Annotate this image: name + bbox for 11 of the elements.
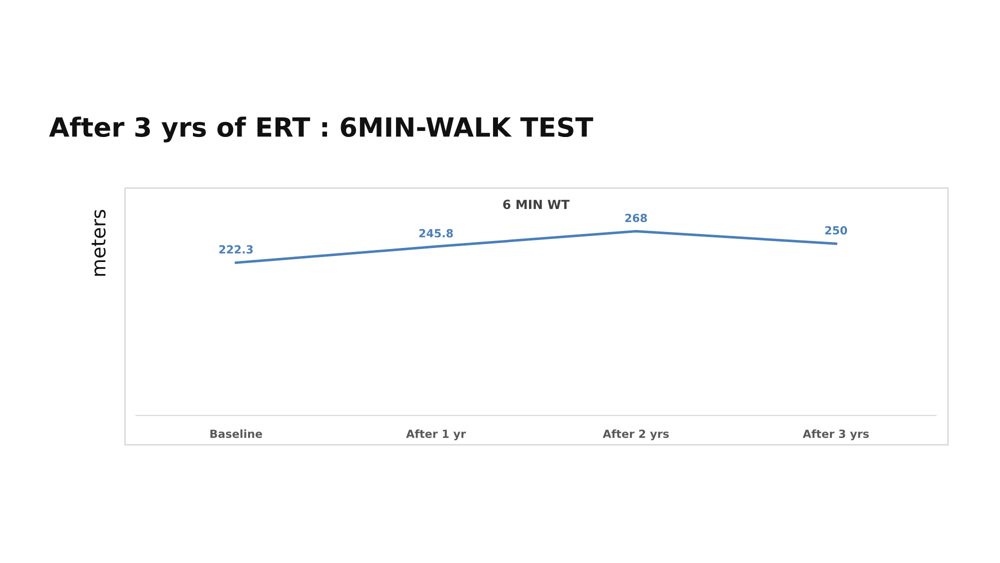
x-tick-label: After 3 yrs [802,429,869,440]
data-label: 245.8 [419,229,453,238]
data-label: 268 [625,214,647,222]
chart-title: After 3 yrs of ERT : 6MIN-WALK TEST [49,116,594,142]
y-axis-title: meters [92,210,106,276]
chart-subtitle: 6 MIN WT [503,200,570,210]
data-label: 222.3 [219,245,253,254]
x-tick-label: After 1 yr [406,429,466,440]
data-label: 250 [825,226,848,235]
x-tick-label: After 2 yrs [602,429,669,440]
x-tick-label: Baseline [210,429,262,438]
